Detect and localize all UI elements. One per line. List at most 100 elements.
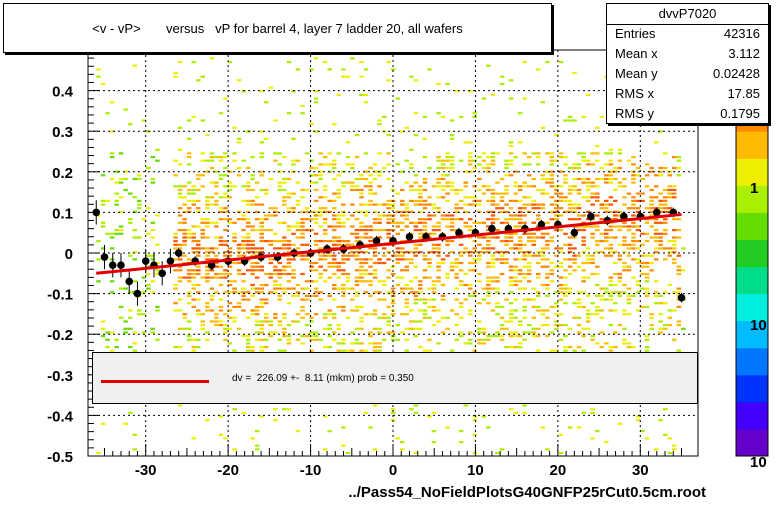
density-cell (472, 433, 477, 436)
density-cell (182, 254, 187, 257)
density-cell (427, 338, 432, 341)
density-cell (327, 346, 332, 349)
density-cell (672, 218, 677, 221)
density-cell (499, 199, 505, 202)
density-cell (517, 112, 523, 115)
density-cell (581, 280, 586, 283)
density-cell (282, 265, 287, 268)
density-cell (313, 174, 319, 177)
density-cell (499, 251, 505, 254)
density-cell (468, 269, 473, 272)
density-cell (250, 247, 255, 250)
density-cell (427, 415, 432, 418)
density-cell (368, 240, 373, 243)
density-cell (218, 159, 224, 162)
density-cell (558, 207, 564, 210)
density-cell (264, 192, 269, 195)
density-cell (186, 192, 192, 195)
density-cell (395, 247, 400, 250)
density-cell (245, 185, 251, 188)
density-cell (336, 188, 341, 192)
density-cell (445, 225, 450, 228)
density-cell (581, 291, 586, 294)
density-cell (205, 305, 210, 308)
density-cell (245, 218, 251, 221)
density-cell (332, 254, 337, 257)
density-cell (236, 243, 242, 246)
density-cell (495, 287, 500, 290)
profile-point (620, 212, 628, 221)
density-cell (545, 324, 550, 327)
density-cell (508, 152, 514, 155)
density-cell (649, 207, 654, 210)
density-cell (576, 346, 582, 349)
density-cell (481, 247, 487, 250)
density-cell (282, 269, 287, 272)
density-cell (264, 316, 269, 319)
density-cell (495, 192, 500, 195)
density-cell (431, 305, 437, 308)
density-cell (254, 444, 260, 447)
density-cell (322, 254, 328, 257)
density-cell (191, 305, 196, 308)
density-cell (250, 283, 255, 287)
density-cell (245, 291, 251, 294)
density-cell (372, 261, 378, 265)
density-cell (368, 188, 373, 192)
density-cell (585, 196, 591, 199)
y-tick-label: 0.3 (52, 124, 73, 141)
density-cell (259, 218, 264, 221)
density-cell (676, 324, 682, 327)
density-cell (481, 327, 487, 330)
density-cell (554, 210, 559, 213)
density-cell (137, 309, 142, 312)
density-cell (295, 199, 301, 202)
density-cell (300, 243, 305, 246)
density-cell (282, 313, 287, 316)
density-cell (644, 305, 650, 308)
density-cell (513, 309, 518, 312)
density-cell (259, 320, 264, 323)
density-cell (617, 276, 623, 279)
density-cell (186, 181, 192, 184)
density-cell (558, 251, 564, 254)
density-cell (250, 346, 255, 349)
density-cell (177, 280, 183, 283)
density-cell (304, 218, 310, 221)
density-cell (418, 229, 423, 232)
density-cell (200, 247, 205, 250)
density-cell (196, 338, 201, 341)
density-cell (196, 291, 201, 294)
density-cell (273, 316, 278, 319)
density-cell (649, 170, 654, 173)
density-cell (291, 276, 296, 279)
density-cell (191, 349, 196, 352)
density-cell (635, 283, 641, 287)
density-cell (304, 287, 310, 290)
density-cell (413, 451, 419, 455)
density-cell (304, 207, 310, 210)
density-cell (490, 287, 496, 290)
density-cell (218, 196, 224, 199)
density-cell (608, 309, 614, 312)
density-cell (177, 188, 183, 192)
density-cell (114, 346, 119, 349)
density-cell (332, 159, 337, 162)
density-cell (345, 156, 351, 159)
profile-point (133, 289, 142, 298)
density-cell (658, 294, 663, 297)
density-cell (372, 309, 378, 312)
density-cell (653, 291, 659, 294)
density-cell (404, 251, 409, 254)
density-cell (409, 166, 414, 170)
density-cell (150, 156, 156, 159)
density-cell (554, 203, 559, 206)
density-cell (508, 265, 514, 268)
density-cell (205, 251, 210, 254)
density-cell (413, 327, 419, 330)
density-cell (359, 327, 364, 330)
density-cell (576, 218, 582, 221)
density-cell (218, 243, 224, 246)
density-cell (549, 185, 555, 188)
density-cell (608, 324, 614, 327)
